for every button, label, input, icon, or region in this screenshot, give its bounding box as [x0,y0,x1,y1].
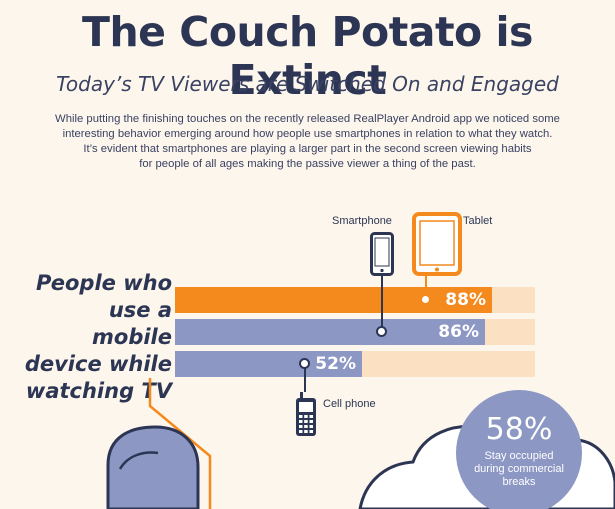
smartphone-icon [370,232,394,276]
lead-line: use a mobile [92,298,172,349]
cellphone-icon [296,392,316,436]
bar-value-label-cellphone: 52% [315,354,356,374]
stat-bubble: 58% Stay occupied during commercial brea… [456,390,582,509]
intro-line: It’s evident that smartphones are playin… [83,143,532,155]
lead-line: device while [24,352,172,376]
page-subtitle: Today’s TV Viewers are Switched On and E… [56,72,559,96]
person-head-illustration [106,425,200,509]
stat-bubble-line: Stay occupied [484,450,554,462]
smartphone-label: Smartphone [332,215,392,227]
lead-line: People who [35,271,172,295]
bar-cellphone [175,351,362,377]
lead-line: watching TV [25,379,172,403]
intro-line: interesting behavior emerging around how… [62,128,553,140]
intro-line: for people of all ages making the passiv… [139,158,476,170]
stat-bubble-text: Stay occupied during commercial breaks [468,450,570,489]
tablet-connector-dot [420,294,431,305]
bar-tablet [175,287,492,313]
chart-lead-text: People who use a mobile device while wat… [22,270,172,405]
stat-bubble-line: during commercial [474,463,564,475]
bar-value-label-tablet: 88% [445,290,486,310]
bar-smartphone [175,319,485,345]
intro-line: While putting the finishing touches on t… [55,113,560,125]
tablet-connector-line [425,276,427,298]
tablet-label: Tablet [463,215,493,227]
page-title: The Couch Potato is Extinct [82,8,533,104]
cellphone-connector-dot [299,358,310,369]
lead-connector-line [148,378,212,509]
bar-value-label-smartphone: 86% [438,322,479,342]
tablet-icon [412,212,462,276]
cellphone-label: Cell phone [323,398,376,410]
intro-paragraph: While putting the finishing touches on t… [30,112,585,172]
smartphone-connector-line [381,276,383,332]
smartphone-connector-dot [376,326,387,337]
cellphone-connector-line [304,364,306,392]
stat-bubble-percent: 58% [485,412,553,447]
stat-bubble-line: breaks [502,476,536,488]
